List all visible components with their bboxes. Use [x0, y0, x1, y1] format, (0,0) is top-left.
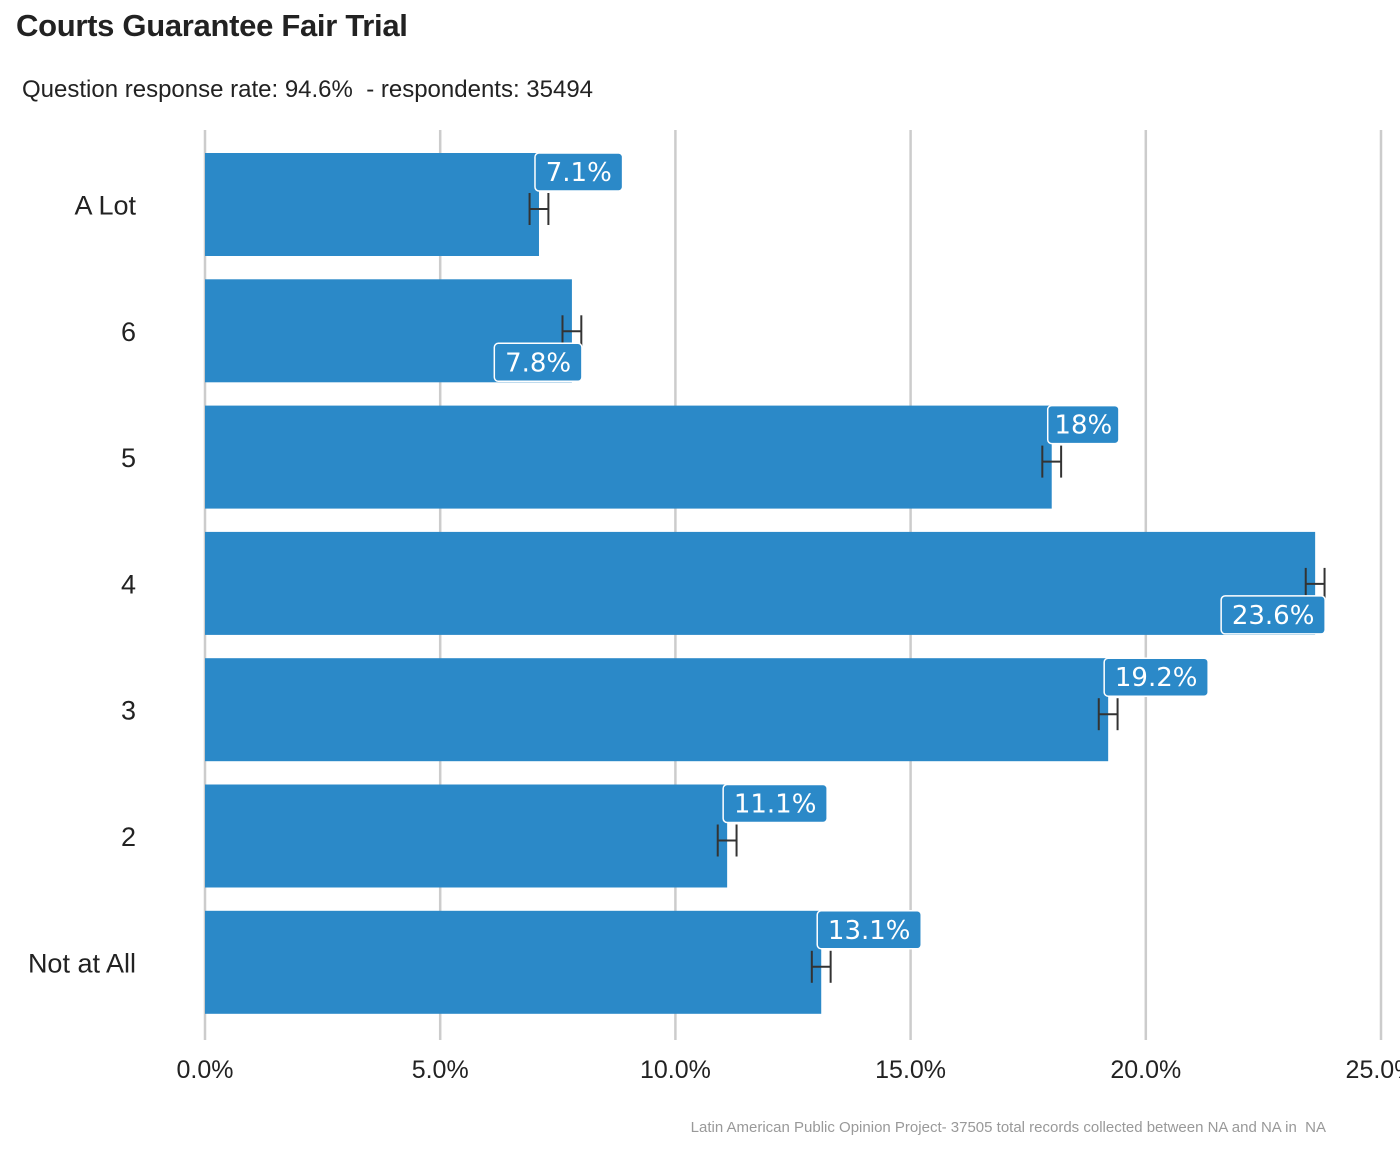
x-tick-label: 15.0%	[875, 1056, 946, 1084]
data-label: 18%	[1046, 404, 1120, 445]
category-label: Not at All	[28, 948, 136, 978]
x-tick-label: 20.0%	[1110, 1056, 1181, 1084]
svg-text:23.6%: 23.6%	[1232, 601, 1315, 631]
category-label: 4	[121, 569, 136, 599]
bar	[205, 153, 539, 256]
bar	[205, 658, 1109, 762]
data-label: 23.6%	[1220, 595, 1326, 635]
data-labels: 7.1% 7.8% 18% 23.6% 19.2% 11.1% 13.1%	[493, 152, 1326, 950]
category-label: 5	[121, 443, 136, 473]
x-tick-label: 25.0%	[1346, 1056, 1400, 1084]
svg-text:7.1%: 7.1%	[546, 158, 612, 188]
svg-text:18%: 18%	[1054, 411, 1112, 441]
error-bar	[1097, 698, 1119, 731]
svg-text:7.8%: 7.8%	[505, 348, 571, 378]
category-label: 2	[121, 822, 136, 852]
error-bars	[528, 193, 1326, 983]
data-label: 11.1%	[722, 783, 828, 824]
x-axis-tick-labels: 0.0% 5.0% 10.0% 15.0% 20.0% 25.0%	[177, 1056, 1400, 1084]
error-bar	[1304, 567, 1326, 600]
svg-text:19.2%: 19.2%	[1115, 663, 1198, 693]
error-bar	[1041, 445, 1063, 478]
x-tick-label: 5.0%	[412, 1056, 469, 1084]
svg-text:11.1%: 11.1%	[734, 790, 817, 820]
bar	[205, 531, 1316, 635]
bars	[205, 153, 1316, 1014]
category-label: 6	[121, 317, 136, 347]
bar	[205, 405, 1052, 509]
bar	[205, 910, 822, 1014]
data-label: 13.1%	[816, 910, 922, 950]
category-label: A Lot	[74, 191, 136, 221]
error-bar	[716, 824, 738, 857]
x-tick-label: 0.0%	[177, 1056, 234, 1084]
error-bar	[561, 315, 583, 348]
chart-title: Courts Guarantee Fair Trial	[16, 8, 408, 43]
data-label: 19.2%	[1103, 657, 1209, 697]
x-tick-label: 10.0%	[640, 1056, 711, 1084]
chart-caption: Latin American Public Opinion Project- 3…	[690, 1119, 1326, 1136]
error-bar	[528, 193, 550, 225]
data-label: 7.1%	[534, 152, 624, 192]
category-labels: A Lot 6 5 4 3 2 Not at All	[28, 191, 137, 979]
chart-subtitle: Question response rate: 94.6% - responde…	[22, 76, 594, 103]
error-bar	[810, 950, 832, 983]
bar	[205, 784, 728, 888]
category-label: 3	[121, 696, 136, 726]
data-label: 7.8%	[493, 342, 583, 383]
svg-text:13.1%: 13.1%	[828, 916, 911, 946]
